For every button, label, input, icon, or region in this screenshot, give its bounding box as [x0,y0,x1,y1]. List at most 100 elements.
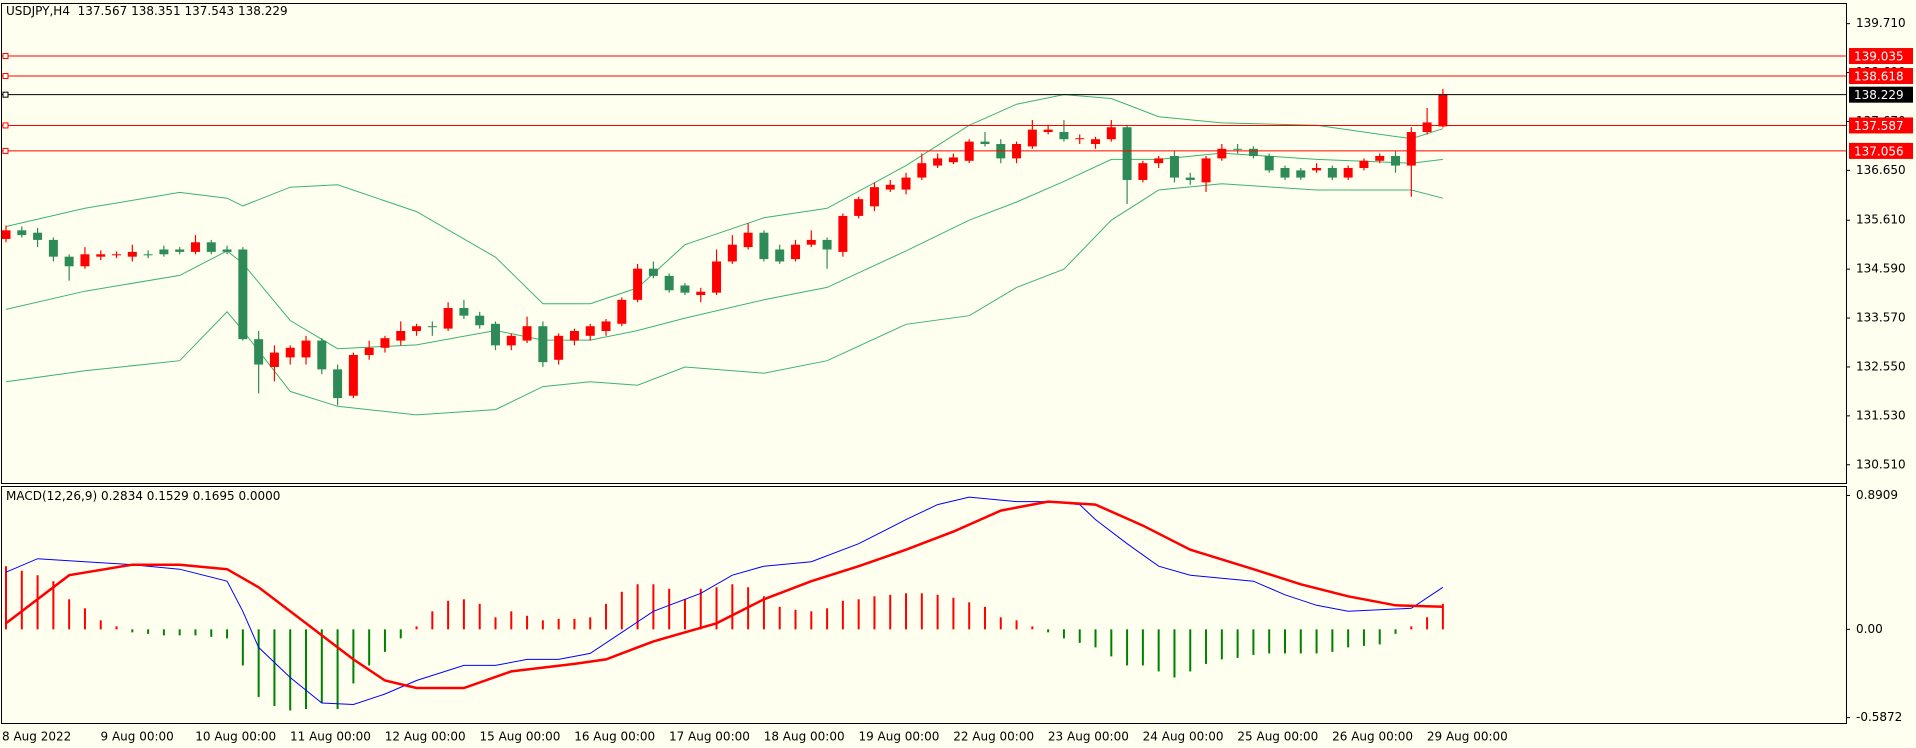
histogram-bar [194,629,197,636]
histogram-bar [1410,626,1413,630]
histogram-bar [241,629,244,666]
candle-body [696,291,706,296]
candle-body [822,239,832,250]
x-tick-label: 23 Aug 00:00 [1048,730,1129,744]
histogram-bar [952,597,955,630]
x-tick-label: 26 Aug 00:00 [1332,730,1413,744]
candle-body [917,163,927,178]
candle-body [1043,129,1053,133]
histogram-bar [478,603,481,630]
candle-body [1359,160,1369,168]
histogram-bar [810,611,813,630]
histogram-bar [920,593,923,630]
candle-body [854,199,864,216]
histogram-bar [1173,629,1176,678]
histogram-bar [636,584,639,630]
candle-body [1154,158,1164,164]
histogram-bar [889,594,892,630]
macd-line [5,500,1443,690]
candle-body [269,352,279,367]
histogram-bar [1315,629,1318,654]
candle-body [33,232,43,240]
histogram-bar [1268,629,1271,654]
histogram-bar [1362,629,1365,646]
symbol: USDJPY,H4 [6,4,70,18]
candle-body [791,244,800,260]
candle-body [569,331,579,341]
histogram-bar [1426,617,1429,630]
y-tick-label: 139.710 [1856,16,1906,30]
candle-body [601,321,611,332]
histogram-bar [494,617,497,630]
histogram-bar [1347,629,1350,648]
price-level-label: 137.587 [1854,119,1904,133]
histogram-bar [715,587,718,630]
y-tick-label: 0.8909 [1856,488,1898,502]
x-tick-label: 16 Aug 00:00 [574,730,655,744]
candle-body [412,326,422,332]
price-level-handle [2,73,9,80]
signal-value: 0.1529 [146,489,189,503]
histogram-bar [1283,629,1286,654]
candle-body [980,141,990,145]
histogram-bar [999,617,1002,630]
candle-body [838,215,848,252]
candle-body [885,184,895,190]
histogram-bar [1189,629,1192,672]
candle-body [1343,167,1353,178]
histogram-bar [668,588,671,630]
candle-body [759,232,769,260]
histogram-bar [1047,629,1050,633]
histogram-bar [1220,629,1223,660]
candle-body [1406,132,1416,166]
candle-body [1201,158,1211,183]
histogram-bar [1252,629,1255,655]
x-tick-label: 10 Aug 00:00 [195,730,276,744]
x-tick-label: 25 Aug 00:00 [1237,730,1318,744]
candle-body [175,249,185,252]
candle-body [1391,155,1401,166]
x-tick-label: 9 Aug 00:00 [101,730,174,744]
candle-body [301,340,311,358]
macd-panel-frame [1,486,1847,724]
histogram-bar [162,629,165,636]
macd-legend: MACD(12,26,9) 0.2834 0.1529 0.1695 0.000… [6,489,280,503]
histogram-bar [1141,629,1144,666]
histogram-bar [178,629,181,636]
candle-body [1122,127,1132,180]
low: 137.543 [184,4,235,18]
candle-body [190,242,200,252]
candle-body [1327,167,1337,178]
candle-body [948,157,958,163]
histogram-bar [99,620,102,630]
histogram-bar [147,629,150,634]
candle-body [933,158,943,166]
histogram-bar [968,602,971,630]
y-tick-label: -0.5872 [1856,710,1902,724]
price-level-box [1849,48,1913,65]
x-tick-label: 8 Aug 2022 [2,730,71,744]
histogram-bar [1299,629,1302,654]
candle-body [1312,167,1322,171]
histogram-bar [1394,629,1397,634]
candle-body [1438,94,1448,127]
candle-body [901,177,911,190]
price-level-label: 138.229 [1854,88,1904,102]
x-tick-label: 29 Aug 00:00 [1427,730,1508,744]
price-level-box [1849,142,1913,159]
x-tick-label: 18 Aug 00:00 [764,730,845,744]
histogram-bar [305,629,308,710]
close: 138.229 [237,4,288,18]
histogram-bar [699,588,702,630]
histogram-bar [352,629,355,684]
candle-body [743,232,753,248]
histogram-bar [1331,629,1334,652]
x-tick-label: 17 Aug 00:00 [669,730,750,744]
histogram-bar [589,617,592,630]
macd-line [5,496,1444,706]
histogram-bar [320,629,323,704]
y-tick-label: 133.570 [1856,311,1906,325]
price-level-handle [2,91,9,98]
candle-body [554,335,564,360]
